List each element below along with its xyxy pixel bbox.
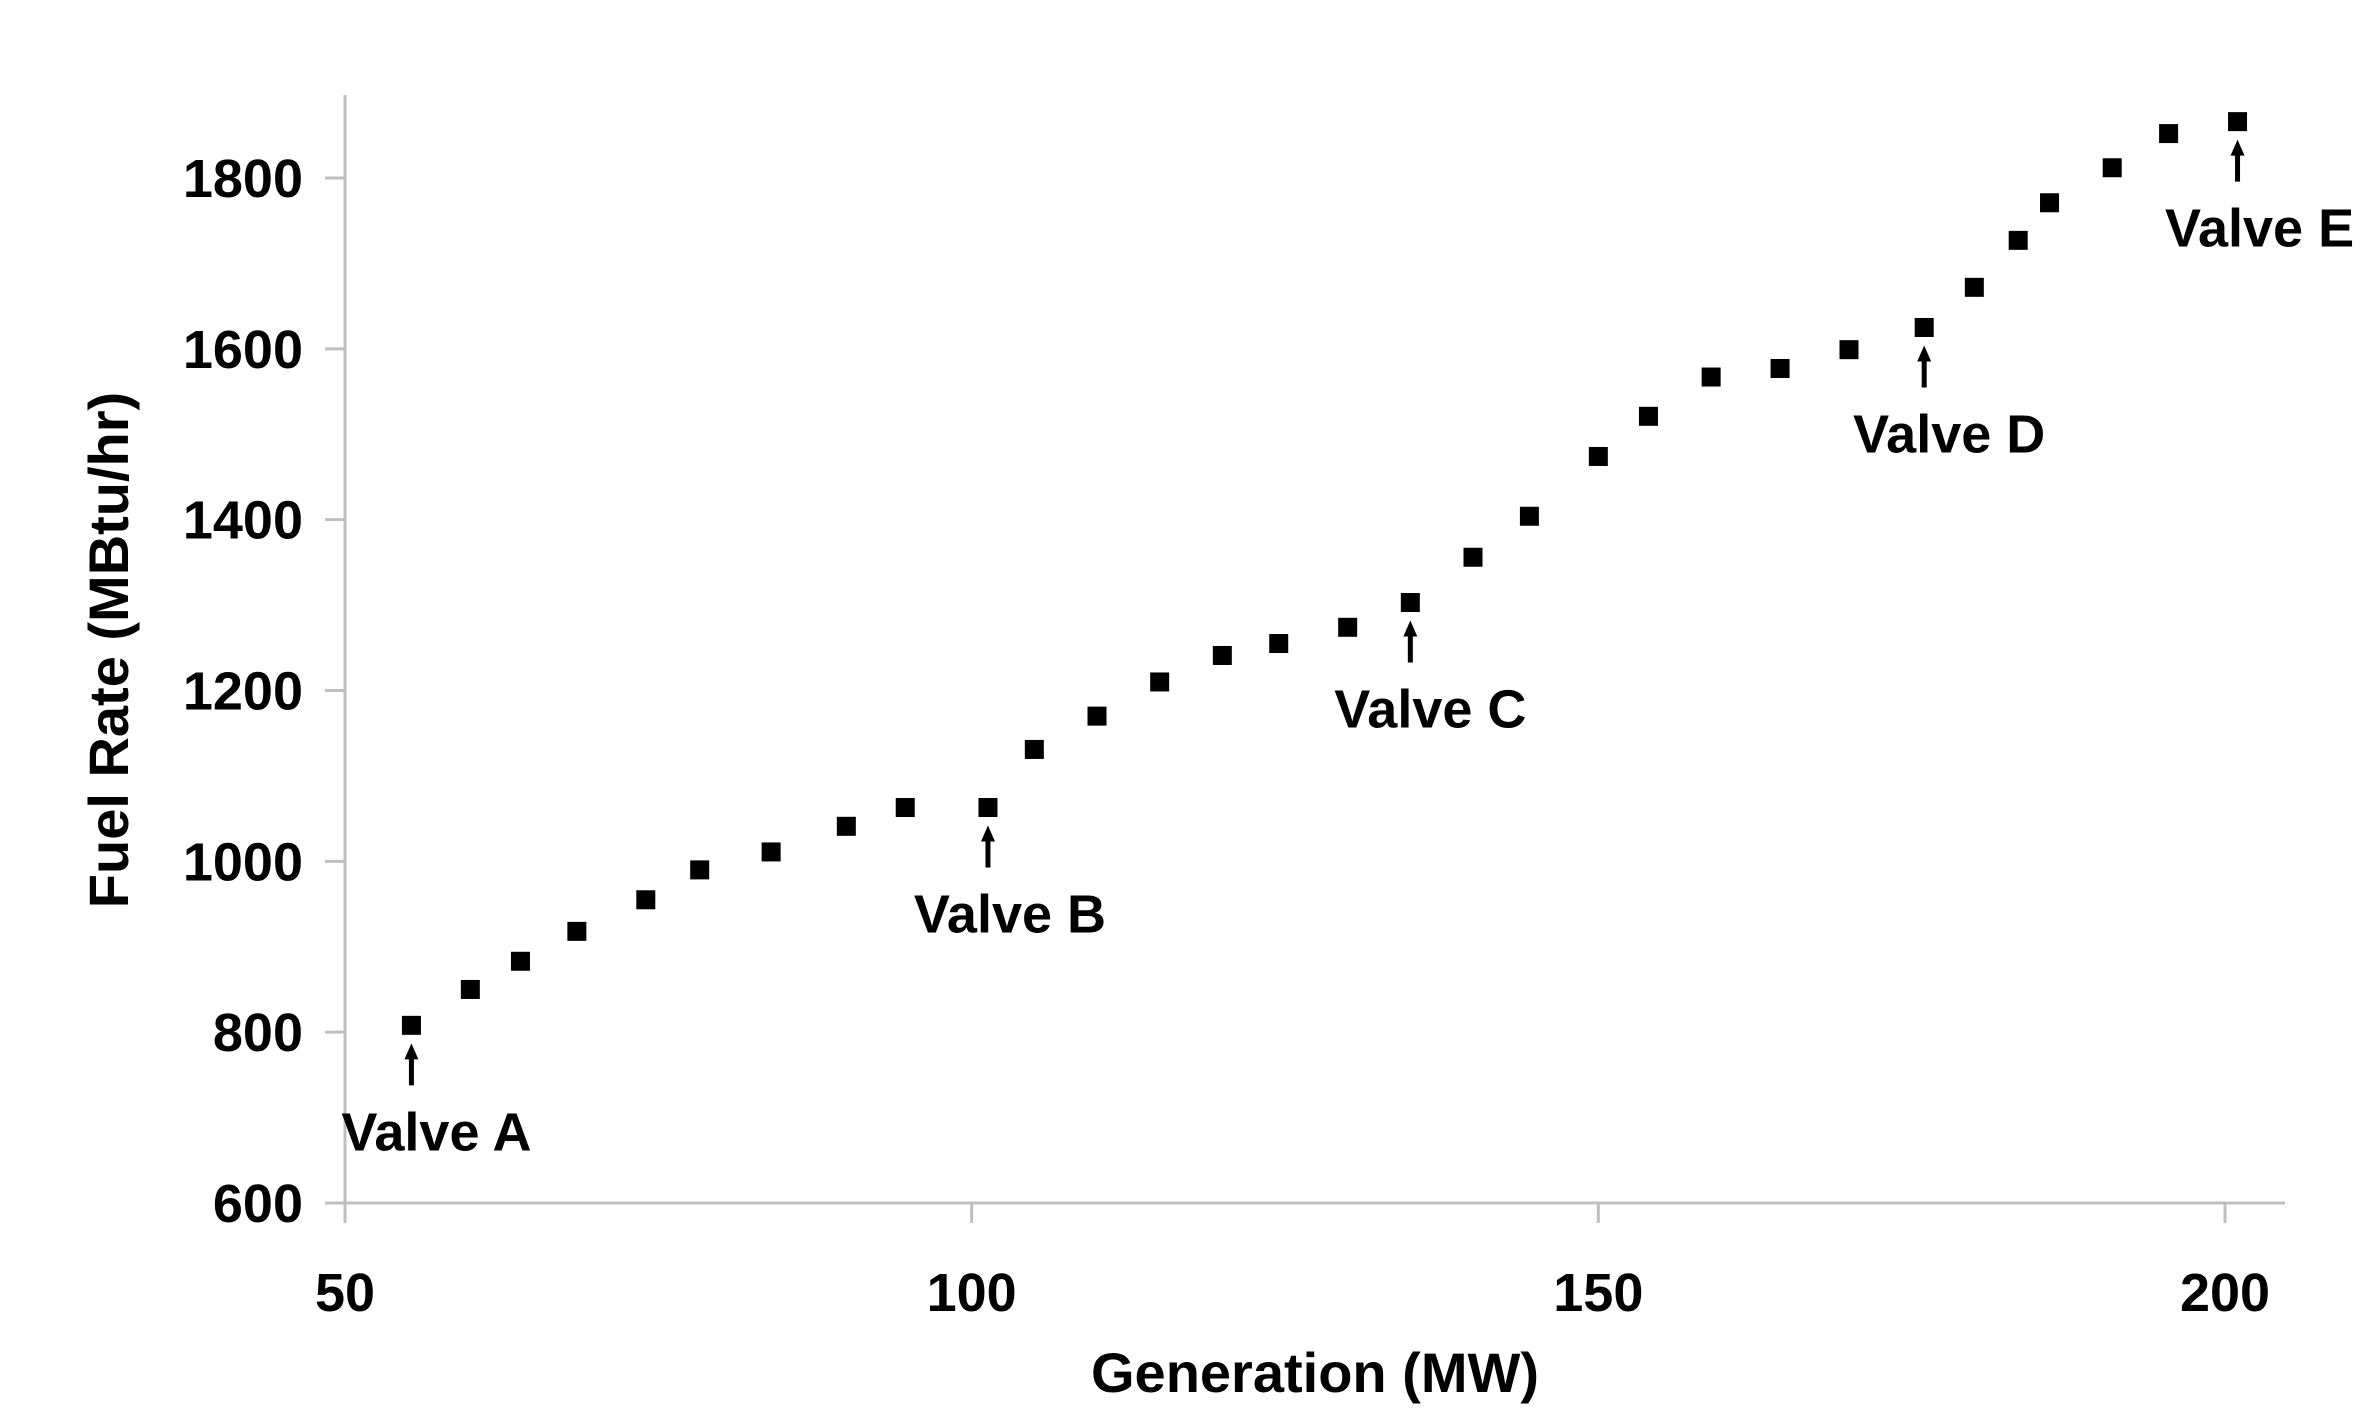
x-tick-label: 200 [2180,1263,2270,1323]
annotation-arrow-head [404,1043,419,1060]
data-point [1638,406,1658,426]
y-tick-label: 1400 [183,491,303,551]
y-tick-label: 800 [213,1003,303,1063]
data-point [1087,706,1107,726]
data-point [2228,112,2248,132]
data-point [1338,617,1358,637]
annotation-label: Valve E [2165,199,2354,259]
data-point [761,842,781,862]
data-points [401,112,2248,1035]
data-point [1701,367,1721,387]
data-point [636,890,656,910]
data-point [690,860,710,880]
data-point [401,1015,421,1035]
data-point [836,816,856,836]
x-tick-label: 100 [927,1263,1017,1323]
annotation-label: Valve A [341,1102,531,1162]
valve-annotations: Valve A Valve B Valve C Valve D Valve E [341,139,2354,1162]
data-point [460,979,480,999]
annotation-arrow-head [2230,139,2245,156]
annotation-arrow-head [1403,620,1418,637]
data-point [1269,634,1289,654]
y-axis-ticks: 600 800 1000 1200 1400 1600 1800 [183,149,345,1234]
annotation-label: Valve B [914,885,1106,945]
data-point [978,798,998,818]
y-axis-title: Fuel Rate (MBtu/hr) [77,392,140,908]
data-point [2040,193,2060,213]
data-point [1964,277,1984,297]
annotation-arrow-head [980,825,995,842]
y-tick-label: 1600 [183,320,303,380]
data-point [567,921,587,941]
data-point [1463,547,1483,567]
data-point [1914,317,1934,337]
y-tick-label: 1000 [183,832,303,892]
y-tick-label: 600 [213,1174,303,1234]
data-point [895,798,915,818]
data-point [1770,358,1790,378]
data-point [1400,593,1420,613]
y-tick-label: 1800 [183,149,303,209]
annotation-valve-a: Valve A [341,1043,531,1162]
data-point [510,951,530,971]
x-tick-label: 50 [315,1263,375,1323]
x-axis-title: Generation (MW) [1091,1341,1539,1404]
annotation-valve-e: Valve E [2165,139,2354,259]
annotation-arrow-head [1917,345,1932,362]
plot-area: 50 100 150 200 600 800 1000 1200 1400 1600 1800 V… [183,95,2354,1323]
data-point [2159,124,2179,144]
annotation-label: Valve D [1853,404,2045,464]
annotation-valve-c: Valve C [1334,620,1526,740]
data-point [2102,158,2122,178]
x-tick-label: 150 [1553,1263,1643,1323]
annotation-valve-d: Valve D [1853,345,2045,464]
data-point [1519,506,1539,526]
data-point [1150,672,1170,692]
data-point [1024,739,1044,759]
data-point [1839,340,1859,360]
annotation-valve-b: Valve B [914,825,1106,945]
data-point [1588,446,1608,466]
data-point [1212,645,1232,665]
annotation-label: Valve C [1334,680,1526,740]
x-axis-ticks: 50 100 150 200 [315,1203,2270,1323]
y-tick-label: 1200 [183,662,303,722]
data-point [2008,230,2028,250]
